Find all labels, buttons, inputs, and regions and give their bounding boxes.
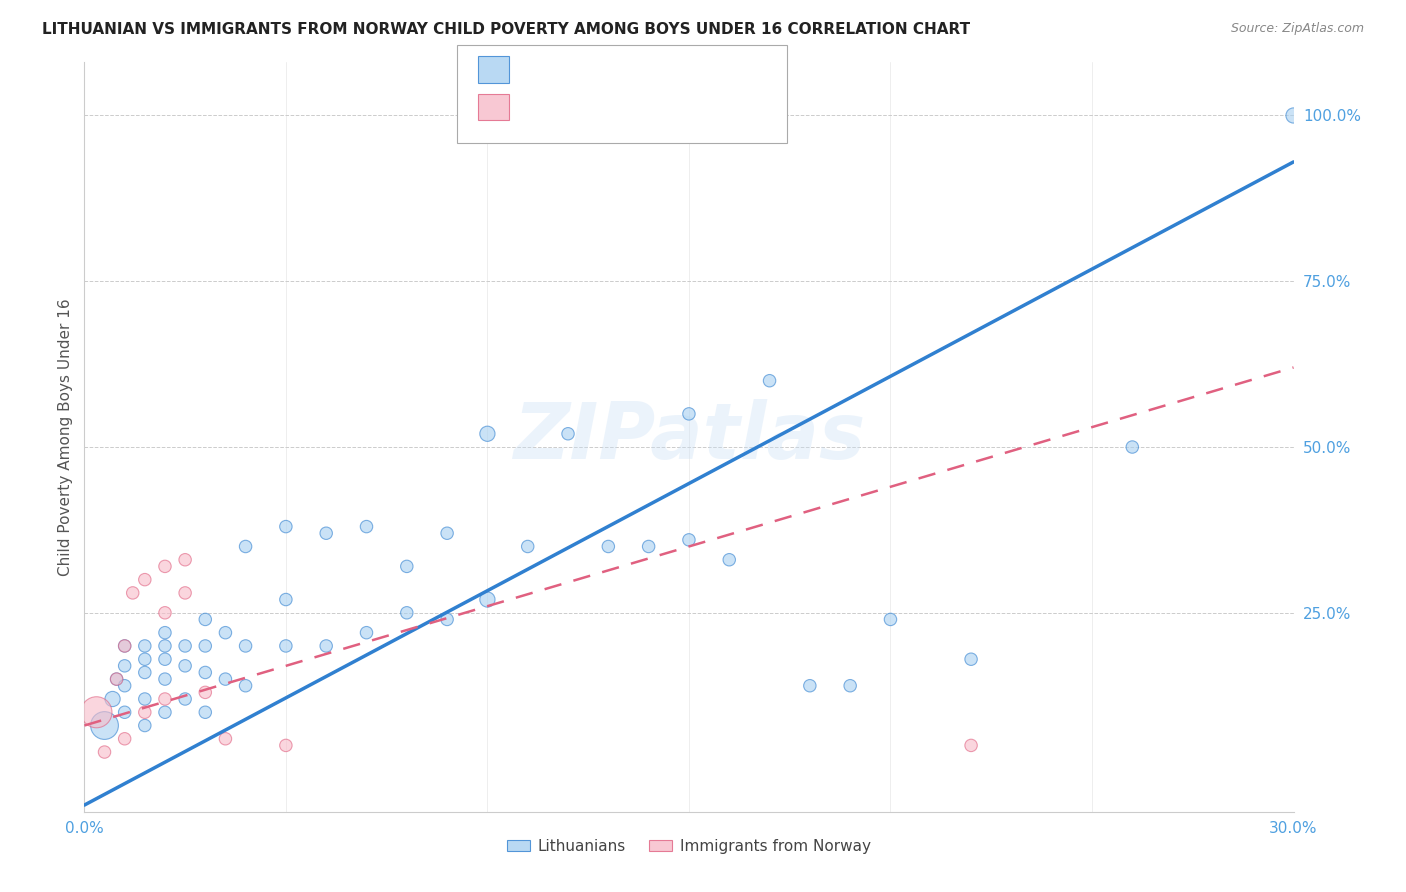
Point	[114, 639, 136, 653]
Point	[153, 705, 176, 719]
Point	[274, 592, 297, 607]
Point	[134, 665, 156, 680]
Point	[134, 652, 156, 666]
Point	[1282, 108, 1305, 122]
Point	[879, 612, 901, 626]
Point	[598, 540, 620, 554]
Point	[134, 692, 156, 706]
Point	[274, 739, 297, 753]
Point	[356, 625, 378, 640]
Point	[477, 426, 499, 441]
Point	[153, 692, 176, 706]
Text: R = 0.662: R = 0.662	[517, 58, 595, 73]
Point	[174, 658, 197, 673]
Point	[134, 639, 156, 653]
Point	[274, 639, 297, 653]
Point	[1121, 440, 1143, 454]
Point	[174, 692, 197, 706]
Point	[134, 705, 156, 719]
Point	[194, 639, 217, 653]
Point	[194, 685, 217, 699]
Point	[194, 612, 217, 626]
Point	[153, 606, 176, 620]
Point	[174, 586, 197, 600]
Point	[153, 559, 176, 574]
Point	[315, 639, 337, 653]
Point	[477, 592, 499, 607]
Point	[93, 745, 115, 759]
Point	[153, 672, 176, 686]
Legend: Lithuanians, Immigrants from Norway: Lithuanians, Immigrants from Norway	[501, 833, 877, 860]
Point	[153, 639, 176, 653]
Point	[718, 553, 741, 567]
Point	[114, 639, 136, 653]
Point	[153, 652, 176, 666]
Point	[134, 573, 156, 587]
Point	[960, 739, 983, 753]
Point	[516, 540, 538, 554]
Point	[235, 679, 257, 693]
Point	[395, 606, 418, 620]
Point	[114, 679, 136, 693]
Point	[436, 526, 458, 541]
Text: LITHUANIAN VS IMMIGRANTS FROM NORWAY CHILD POVERTY AMONG BOYS UNDER 16 CORRELATI: LITHUANIAN VS IMMIGRANTS FROM NORWAY CHI…	[42, 22, 970, 37]
Point	[86, 705, 108, 719]
Point	[114, 731, 136, 746]
Point	[93, 718, 115, 732]
Text: Source: ZipAtlas.com: Source: ZipAtlas.com	[1230, 22, 1364, 36]
Point	[114, 658, 136, 673]
Point	[174, 639, 197, 653]
Point	[101, 692, 124, 706]
Point	[114, 705, 136, 719]
Text: R = 0.267: R = 0.267	[517, 95, 593, 111]
Point	[799, 679, 821, 693]
Point	[315, 526, 337, 541]
Point	[105, 672, 128, 686]
Point	[678, 533, 700, 547]
Point	[436, 612, 458, 626]
Point	[356, 519, 378, 533]
Point	[960, 652, 983, 666]
Point	[395, 559, 418, 574]
Point	[839, 679, 862, 693]
Text: N = 17: N = 17	[612, 95, 665, 111]
Point	[637, 540, 659, 554]
Point	[153, 625, 176, 640]
Point	[557, 426, 579, 441]
Point	[121, 586, 143, 600]
Point	[194, 665, 217, 680]
Point	[134, 718, 156, 732]
Point	[214, 731, 236, 746]
Y-axis label: Child Poverty Among Boys Under 16: Child Poverty Among Boys Under 16	[58, 298, 73, 576]
Point	[678, 407, 700, 421]
Point	[274, 519, 297, 533]
Point	[758, 374, 780, 388]
Text: N = 56: N = 56	[612, 58, 665, 73]
Point	[214, 625, 236, 640]
Point	[235, 639, 257, 653]
Point	[214, 672, 236, 686]
Point	[174, 553, 197, 567]
Point	[235, 540, 257, 554]
Point	[105, 672, 128, 686]
Text: ZIPatlas: ZIPatlas	[513, 399, 865, 475]
Point	[194, 705, 217, 719]
